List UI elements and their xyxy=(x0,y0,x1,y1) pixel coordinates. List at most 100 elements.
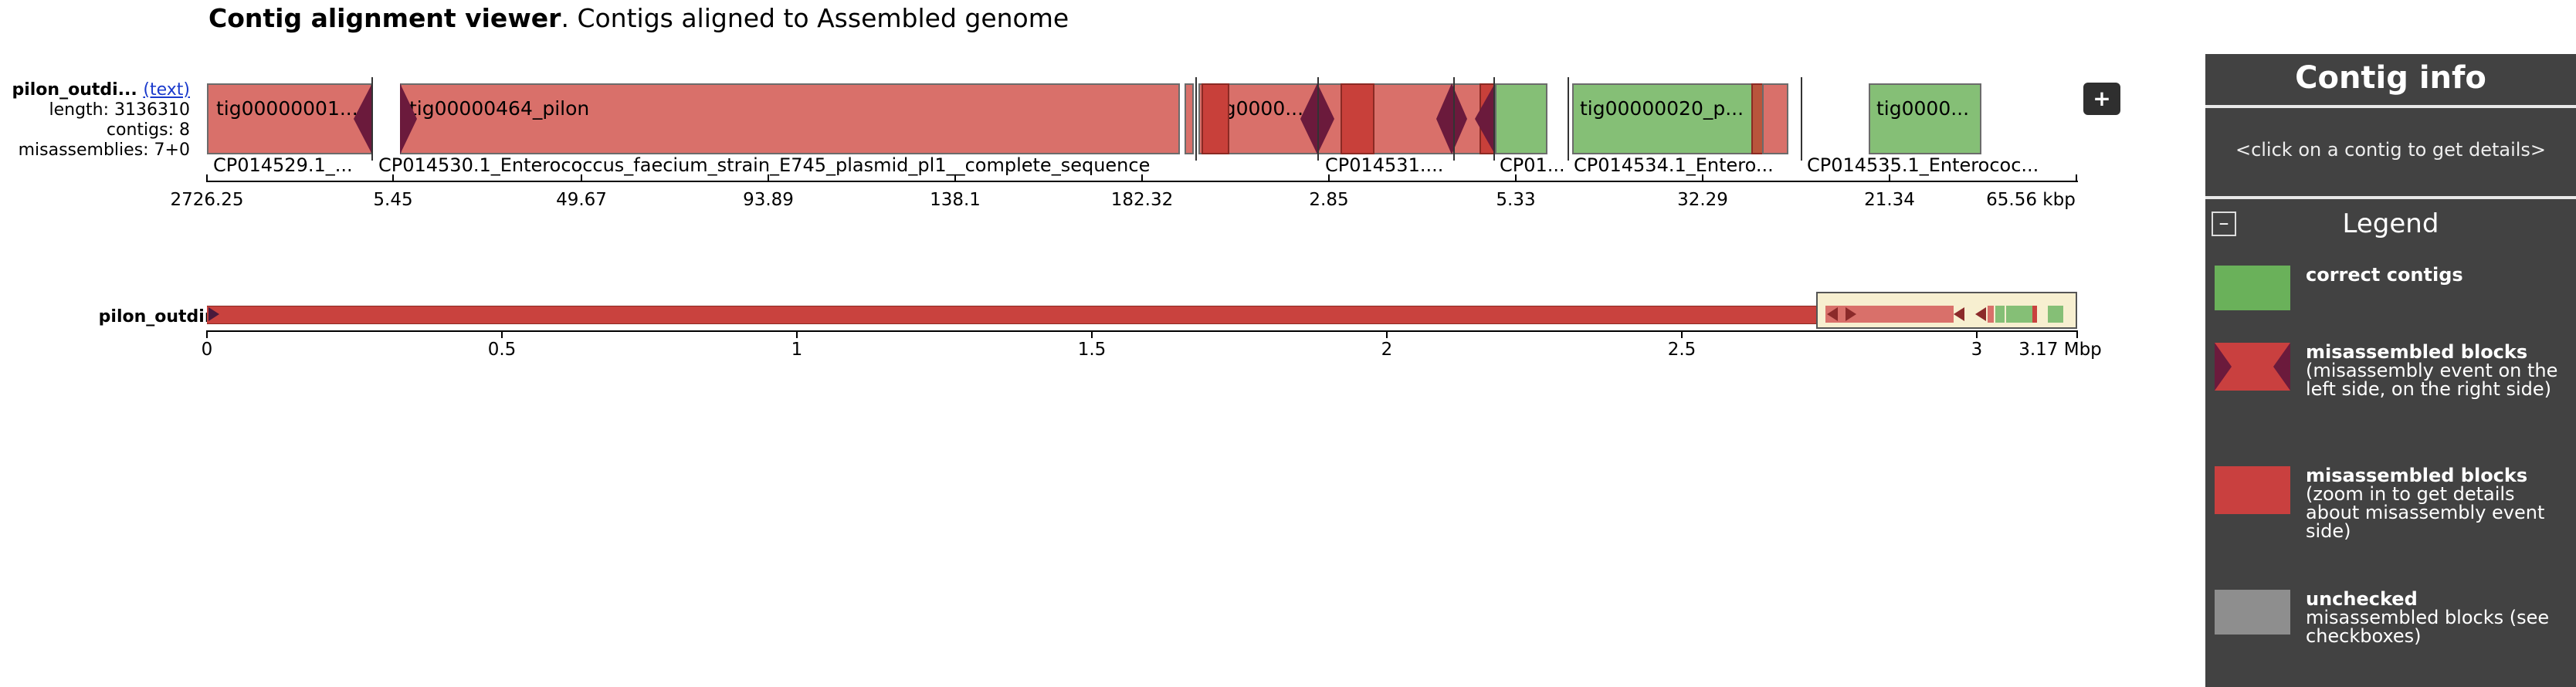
reference-label[interactable]: CP014531.... xyxy=(1325,154,1444,176)
reference-label[interactable]: CP014534.1_Entero... xyxy=(1574,154,1774,176)
axis-tick-label: 138.1 xyxy=(930,190,981,210)
axis-tick xyxy=(1889,174,1890,182)
assembly-name: pilon_outdi... (text) xyxy=(12,80,190,100)
axis-tick xyxy=(581,174,582,182)
contig-boundary xyxy=(1568,77,1569,161)
misassembly-marker-icon[interactable] xyxy=(354,83,372,154)
legend-item: misassembled blocks (zoom in to get deta… xyxy=(2306,466,2561,540)
axis-tick-label: 3 xyxy=(1971,340,1983,360)
misassembly-marker-icon xyxy=(208,307,219,321)
axis-tick xyxy=(796,330,798,338)
axis-tick xyxy=(1141,174,1143,182)
contig-boundary xyxy=(1493,77,1495,161)
legend-swatch-correct xyxy=(2215,266,2290,310)
contig-block[interactable]: tig00000020_p... xyxy=(1572,83,1753,154)
axis-tick xyxy=(1681,330,1683,338)
axis-tick xyxy=(1091,330,1093,338)
contig-info-title: Contig info xyxy=(2295,60,2486,96)
legend-item: correct contigs xyxy=(2306,266,2561,284)
axis-tick xyxy=(1976,330,1978,338)
contig-boundary xyxy=(371,77,373,161)
contig-label: tig0000... xyxy=(1876,97,1970,120)
axis-tick-label: 1.5 xyxy=(1077,340,1107,360)
overview-block[interactable] xyxy=(1825,306,1954,323)
overview-block[interactable] xyxy=(2032,306,2037,323)
legend-item-title: correct contigs xyxy=(2306,264,2463,286)
misassembly-swatch-icon xyxy=(2215,343,2290,391)
reference-label[interactable]: CP014530.1_Enterococcus_faecium_strain_E… xyxy=(378,154,1151,176)
title-bold: Contig alignment viewer xyxy=(208,3,561,33)
assembly-misassemblies: misassemblies: 7+0 xyxy=(18,140,190,160)
axis-tick xyxy=(392,174,394,182)
axis-tick-label: 1 xyxy=(791,340,803,360)
legend-title: Legend xyxy=(2342,208,2439,239)
reference-label[interactable]: CP014535.1_Enterococ... xyxy=(1807,154,2039,176)
legend-item-desc: (zoom in to get details about misassembl… xyxy=(2306,483,2545,542)
title-rest: . Contigs aligned to Assembled genome xyxy=(561,3,1069,33)
axis-tick xyxy=(1702,174,1703,182)
contig-boundary xyxy=(1195,77,1197,161)
contig-boundary xyxy=(1801,77,1802,161)
contig-block[interactable]: tig00000001... xyxy=(207,83,372,154)
axis-tick-label: 2726.25 xyxy=(170,190,244,210)
axis-tick-label: 32.29 xyxy=(1677,190,1728,210)
reference-label[interactable]: CP014529.1_... xyxy=(213,154,353,176)
contig-sub-block[interactable] xyxy=(1341,83,1374,154)
legend-item-title: misassembled blocks xyxy=(2306,465,2528,486)
axis-tick xyxy=(768,174,769,182)
legend-item-title: misassembled blocks xyxy=(2306,341,2528,363)
axis-tick-label: 0 xyxy=(201,340,213,360)
text-link[interactable]: (text) xyxy=(143,80,190,100)
axis-tick xyxy=(2076,174,2077,182)
contig-block[interactable]: tig0000... xyxy=(1869,83,1981,154)
overview-bar[interactable] xyxy=(207,306,1816,324)
misassembly-marker-icon[interactable] xyxy=(1475,83,1495,154)
contig-label: tig00000001... xyxy=(216,97,358,120)
axis-tick-label: 2.85 xyxy=(1309,190,1349,210)
overview-block[interactable] xyxy=(1988,306,1994,323)
legend-item-title: unchecked xyxy=(2306,588,2418,610)
contig-sub-block[interactable] xyxy=(1202,83,1229,154)
side-panel: Contig info <click on a contig to get de… xyxy=(2205,54,2576,687)
assembly-name-label: pilon_outdi... xyxy=(12,80,137,100)
legend-swatch-misassembled xyxy=(2215,466,2290,514)
reference-label[interactable]: CP01... xyxy=(1500,154,1565,176)
contig-block[interactable]: tig00000464_pilon xyxy=(400,83,1180,154)
misassembly-marker-icon[interactable] xyxy=(1436,83,1467,154)
contig-boundary xyxy=(1317,77,1319,161)
contig-block-small[interactable] xyxy=(1185,83,1194,154)
misassembly-marker-icon[interactable] xyxy=(400,83,417,154)
axis-tick xyxy=(2076,330,2078,338)
axis-tick-label: 5.33 xyxy=(1496,190,1536,210)
overview-block[interactable] xyxy=(2048,306,2063,323)
assembly-length: length: 3136310 xyxy=(49,100,190,120)
axis-tick xyxy=(954,174,956,182)
axis-tick-label: 49.67 xyxy=(556,190,607,210)
panel-divider xyxy=(2205,105,2576,108)
axis-tick xyxy=(206,330,208,338)
contig-sub-block[interactable] xyxy=(1762,83,1788,154)
axis-tick-label: 182.32 xyxy=(1110,190,1174,210)
overview-block[interactable] xyxy=(2006,306,2032,323)
contig-block[interactable] xyxy=(1495,83,1547,154)
axis-tick-label: 21.34 xyxy=(1864,190,1915,210)
legend-item-desc: (misassembly event on the left side, on … xyxy=(2306,360,2558,400)
panel-divider xyxy=(2205,196,2576,199)
misassembly-marker-icon xyxy=(1827,307,1838,321)
page-title: Contig alignment viewer. Contigs aligned… xyxy=(208,3,1069,33)
axis-tick-label: 2.5 xyxy=(1667,340,1696,360)
legend-collapse-button[interactable]: – xyxy=(2212,212,2236,236)
contig-label: tig00000020_p... xyxy=(1580,97,1744,120)
axis-tick xyxy=(501,330,503,338)
axis-tick xyxy=(1328,174,1330,182)
overview-block[interactable] xyxy=(1995,306,2005,323)
axis-tick-label: 3.17 Mbp xyxy=(2018,340,2102,360)
legend-item: misassembled blocks (misassembly event o… xyxy=(2306,343,2561,398)
contig-label: tig00000464_pilon xyxy=(409,97,590,120)
axis-tick xyxy=(1515,174,1517,182)
overview-axis xyxy=(206,330,2078,332)
expand-button[interactable]: + xyxy=(2083,83,2120,115)
axis-tick xyxy=(206,174,208,182)
legend-item: unchecked misassembled blocks (see check… xyxy=(2306,590,2561,645)
misassembly-marker-icon xyxy=(1954,307,1964,321)
